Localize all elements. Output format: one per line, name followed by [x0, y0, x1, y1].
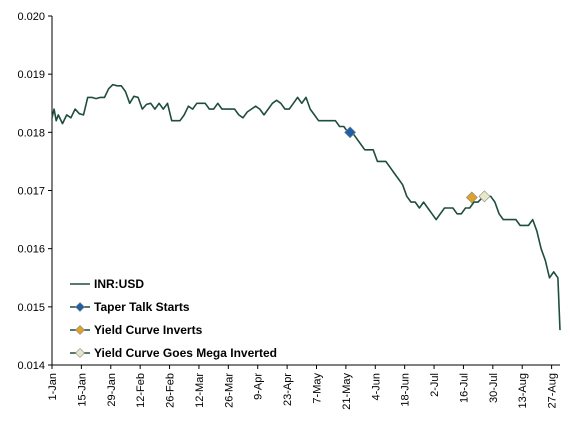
legend-marker-swatch	[75, 302, 85, 312]
x-tick-label: 9-Apr	[253, 373, 265, 400]
x-tick-label: 26-Feb	[165, 373, 177, 408]
y-tick-label: 0.016	[17, 244, 45, 256]
legend: INR:USD Taper Talk Starts Yield Curve Inve…	[70, 277, 277, 360]
x-tick-label: 27-Aug	[547, 373, 559, 408]
y-tick-label: 0.015	[17, 302, 45, 314]
legend-label: Yield Curve Inverts	[94, 323, 203, 337]
y-tick-label: 0.014	[17, 360, 45, 372]
x-tick-label: 1-Jan	[47, 373, 59, 401]
x-tick-label: 26-Mar	[223, 373, 235, 408]
x-tick-label: 21-May	[341, 373, 353, 410]
x-tick-label: 15-Jan	[76, 373, 88, 407]
x-tick-label: 7-May	[311, 373, 323, 404]
series-layer	[51, 83, 561, 331]
series-line-inr-usd	[51, 83, 561, 331]
legend-marker-swatch	[75, 348, 85, 358]
x-tick-label: 4-Jun	[370, 373, 382, 401]
x-tick-label: 23-Apr	[282, 373, 294, 406]
legend-label: Yield Curve Goes Mega Inverted	[94, 346, 277, 360]
y-tick-label: 0.017	[17, 186, 45, 198]
x-tick-label: 13-Aug	[517, 373, 529, 408]
x-tick-label: 18-Jun	[400, 373, 412, 407]
marker-point-2	[465, 191, 478, 204]
marker-point-1	[344, 126, 357, 139]
legend-label: Taper Talk Starts	[94, 300, 190, 314]
legend-label: INR:USD	[94, 277, 144, 291]
marker-point-3	[478, 190, 491, 203]
y-tick-label: 0.018	[17, 127, 45, 139]
y-axis-ticks: 0.014 0.015 0.016 0.017 0.018 0.019 0.020	[17, 11, 52, 372]
legend-marker-swatch	[75, 325, 85, 335]
x-axis-ticks: 1-Jan 15-Jan 29-Jan 12-Feb 26-Feb 12-Mar 26-Ma…	[47, 365, 559, 410]
y-tick-label: 0.019	[17, 69, 45, 81]
x-tick-label: 2-Jul	[429, 373, 441, 397]
x-tick-label: 12-Feb	[135, 373, 147, 408]
x-tick-label: 12-Mar	[194, 373, 206, 408]
x-tick-label: 30-Jul	[488, 373, 500, 403]
x-tick-label: 29-Jan	[106, 373, 118, 407]
x-tick-label: 16-Jul	[458, 373, 470, 403]
y-tick-label: 0.020	[17, 11, 45, 23]
